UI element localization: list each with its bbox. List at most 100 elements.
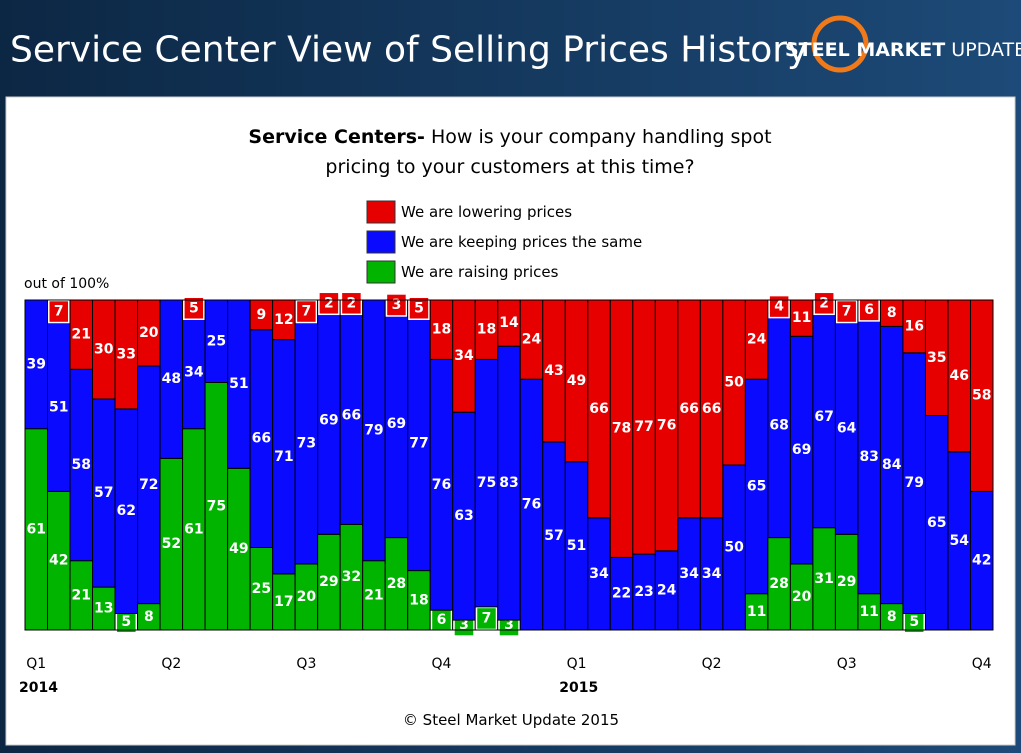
data-label: 30 [94, 342, 114, 358]
data-label: 12 [274, 312, 293, 328]
label-badge [408, 296, 430, 320]
data-label: 18 [432, 322, 451, 338]
label-badge [183, 296, 205, 320]
data-label: 69 [319, 412, 338, 428]
data-label: 34 [184, 365, 204, 381]
data-label: 57 [544, 528, 563, 544]
data-label: 18 [409, 592, 428, 608]
data-label: 29 [837, 574, 856, 590]
data-label: 69 [387, 416, 406, 432]
data-label: 8 [144, 609, 154, 625]
data-label: 39 [27, 356, 46, 372]
data-label: 66 [702, 401, 721, 417]
data-label: 33 [117, 346, 136, 362]
data-label: 51 [229, 376, 248, 392]
data-label: 28 [387, 576, 406, 592]
data-label: 3 [459, 617, 469, 633]
data-label: 31 [814, 571, 833, 587]
data-label: 57 [94, 485, 113, 501]
x-tick-label: Q2 [702, 656, 722, 672]
data-label: 73 [297, 436, 316, 452]
data-label: 11 [859, 604, 878, 620]
data-label: 2 [347, 295, 357, 311]
data-label: 63 [454, 508, 473, 524]
data-label: 52 [162, 536, 181, 552]
data-label: 13 [94, 601, 113, 617]
data-label: 7 [302, 304, 312, 320]
data-label: 14 [499, 315, 519, 331]
label-badge [835, 299, 858, 324]
data-label: 28 [769, 576, 788, 592]
data-label: 8 [887, 609, 897, 625]
data-label: 3 [392, 297, 402, 313]
data-label: 54 [949, 533, 969, 549]
label-badge [385, 293, 408, 317]
data-label: 21 [72, 327, 91, 343]
data-label: 75 [207, 498, 226, 514]
footer: © Steel Market Update 2015 [403, 711, 619, 729]
data-label: 65 [747, 478, 766, 494]
data-label: 42 [49, 553, 68, 569]
header-title: Service Center View of Selling Prices Hi… [10, 30, 808, 71]
data-label: 51 [49, 399, 68, 415]
data-label: 83 [499, 475, 518, 491]
logo-light: UPDATE [951, 39, 1021, 61]
y-axis-label: out of 100% [24, 276, 109, 292]
x-tick-label: Q1 [26, 656, 46, 672]
data-label: 76 [432, 477, 451, 493]
data-label: 50 [724, 375, 744, 391]
title-line: How is your company handling spot [431, 126, 772, 148]
chart-title: Service Centers- How is your company han… [248, 126, 771, 148]
data-label: 46 [949, 368, 968, 384]
data-label: 61 [184, 521, 203, 537]
data-label: 9 [256, 307, 266, 323]
data-label: 34 [589, 566, 609, 582]
data-label: 77 [409, 436, 428, 452]
legend-swatch [366, 260, 396, 284]
data-label: 24 [522, 332, 542, 348]
label-badge [858, 298, 880, 322]
data-label: 58 [972, 388, 991, 404]
data-label: 2 [324, 295, 334, 311]
legend-label: We are raising prices [401, 263, 559, 281]
x-tick-label: Q3 [837, 656, 857, 672]
data-label: 76 [657, 417, 676, 433]
data-label: 8 [887, 305, 897, 321]
label-badge [813, 291, 835, 316]
logo-swoosh [811, 15, 869, 73]
data-label: 66 [252, 431, 271, 447]
legend-label: We are lowering prices [401, 203, 572, 221]
data-label: 77 [634, 419, 653, 435]
x-tick-label: Q1 [567, 656, 587, 672]
data-label: 21 [364, 587, 383, 603]
data-label: 79 [364, 422, 383, 438]
data-label: 42 [972, 553, 991, 569]
data-label: 20 [139, 325, 159, 341]
data-label: 66 [679, 401, 698, 417]
data-label: 2 [819, 295, 829, 311]
label-badge [295, 299, 318, 324]
data-label: 5 [121, 614, 131, 630]
data-label: 67 [814, 409, 833, 425]
data-label: 75 [477, 475, 496, 491]
data-label: 34 [454, 348, 474, 364]
data-label: 24 [747, 332, 767, 348]
title-bold: Service Centers- [248, 126, 425, 148]
data-label: 25 [207, 333, 226, 349]
x-year-label: 2014 [19, 680, 58, 696]
data-label: 7 [842, 304, 852, 320]
data-label: 48 [162, 371, 181, 387]
data-label: 24 [657, 582, 677, 598]
data-label: 5 [909, 614, 919, 630]
data-label: 35 [927, 350, 946, 366]
data-label: 18 [477, 322, 496, 338]
logo: STEEL MARKET UPDATE [785, 39, 1021, 61]
data-label: 66 [589, 401, 608, 417]
legend-swatch [366, 200, 396, 224]
x-year-label: 2015 [559, 680, 598, 696]
data-label: 84 [882, 457, 902, 473]
chart-title: pricing to your customers at this time? [325, 156, 694, 178]
data-label: 34 [702, 566, 722, 582]
